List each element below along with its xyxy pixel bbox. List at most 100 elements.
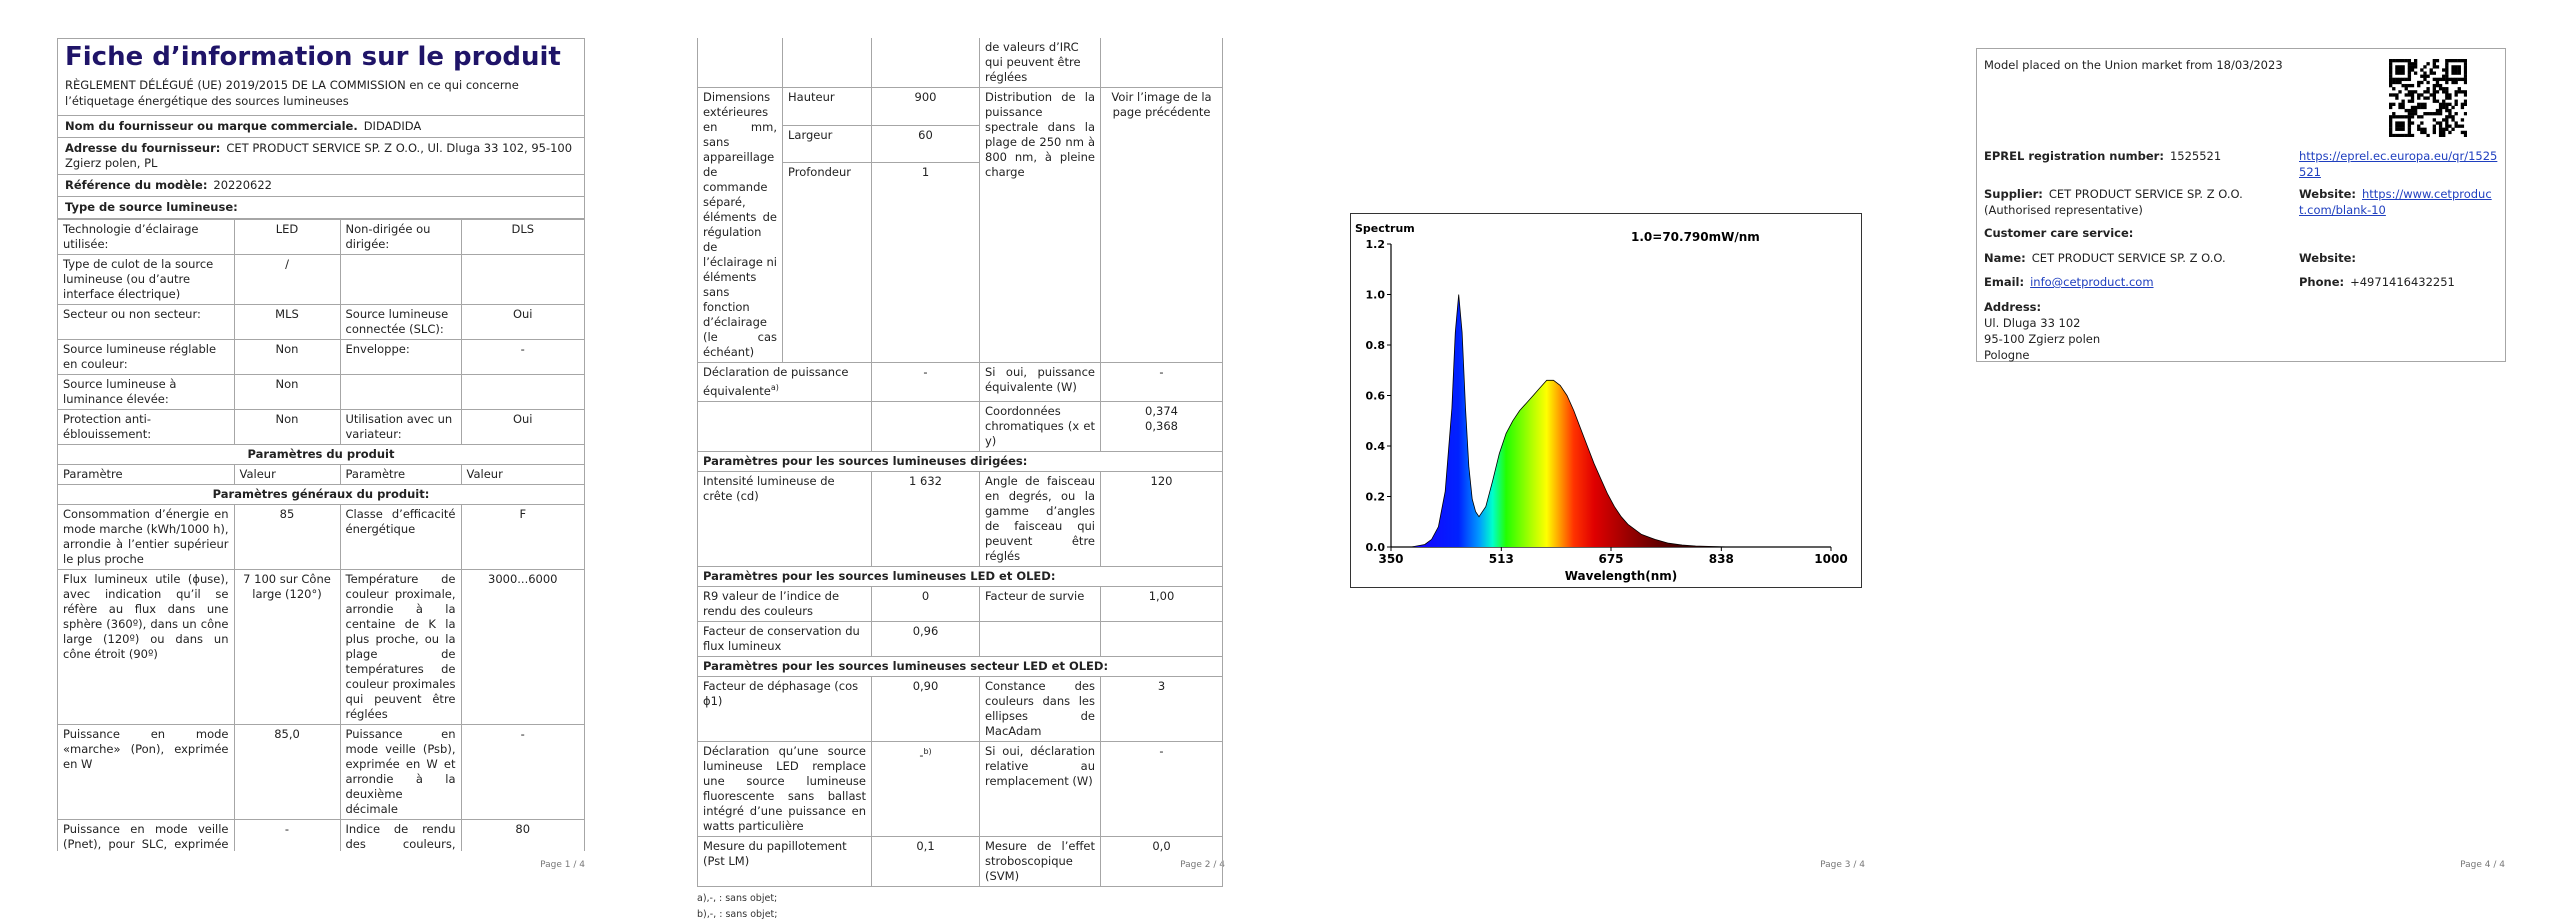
cell-value: Non: [233, 374, 341, 410]
address-value: CET PRODUCT SERVICE SP. Z O.O., Ul. Dlug…: [65, 141, 573, 170]
cell-value: 0,90: [871, 675, 980, 742]
col-header: Valeur: [233, 464, 341, 485]
cell-value: 3: [1100, 675, 1223, 742]
cell-label: Température de couleur proximale, arrond…: [339, 569, 462, 725]
general-title: Paramètres généraux du produit:: [58, 484, 584, 505]
cell-value: Non: [233, 339, 341, 375]
cell-label: Consommation d’énergie en mode marche (k…: [58, 504, 235, 570]
supplier-label: Nom du fournisseur ou marque commerciale…: [65, 119, 358, 133]
table-row: Facteur de conservation du flux lumineux…: [697, 620, 1223, 657]
spd-value: Voir l’image de la page précédente: [1100, 87, 1223, 363]
y-tick-label: 0.0: [1366, 541, 1386, 554]
y-tick-label: 0.8: [1366, 339, 1386, 352]
cell-value: LED: [233, 219, 341, 255]
params-table: de valeurs d’IRC qui peuvent être réglée…: [697, 38, 1223, 887]
section-title: Paramètres pour les sources lumineuses L…: [697, 565, 1223, 587]
address-row: Adresse du fournisseur: CET PRODUCT SERVI…: [58, 138, 584, 175]
cell-label: Constance des couleurs dans les ellipses…: [979, 675, 1101, 742]
supplier-label: Supplier:: [1984, 187, 2043, 201]
model-label: Référence du modèle:: [65, 178, 208, 192]
cell-value: 85: [233, 504, 341, 570]
x-tick-label: 513: [1489, 552, 1514, 566]
section-row: Paramètres pour les sources lumineuses L…: [697, 565, 1223, 587]
table-row: Type de culot de la source lumineuse (ou…: [58, 254, 584, 305]
website-row: Website: https://www.cetproduct.com/blank…: [2299, 186, 2499, 218]
website-link[interactable]: https://www.cetproduct.com/blank-10: [2299, 187, 2492, 217]
cell-label: Protection anti-éblouissement:: [58, 409, 235, 445]
cell-value: 0,1: [871, 835, 980, 887]
cell-value: F: [460, 504, 584, 570]
cell-value: 80: [460, 819, 584, 851]
name-row: Name: CET PRODUCT SERVICE SP. Z O.O.: [1984, 250, 2226, 266]
cell-value: DLS: [460, 219, 584, 255]
cell-value: 120: [1100, 470, 1223, 567]
page-number: Page 3 / 4: [1820, 860, 1865, 870]
cell-label: Puissance en mode veille (Pnet), pour SL…: [58, 819, 235, 851]
table-row: Consommation d’énergie en mode marche (k…: [58, 504, 584, 570]
cell-label: [339, 374, 462, 410]
cell-label: Déclaration de puissance équivalentea): [697, 362, 872, 402]
website-label: Website:: [2299, 187, 2356, 201]
table-row: Protection anti-éblouissement: Non Utilisa…: [58, 409, 584, 445]
name-value: CET PRODUCT SERVICE SP. Z O.O.: [2031, 251, 2226, 265]
y-tick-label: 0.4: [1366, 440, 1386, 453]
section-row: Paramètres pour les sources lumineuses s…: [697, 655, 1223, 677]
dim-name: Largeur: [782, 124, 872, 163]
table-row: Mesure du papillotement (Pst LM) 0,1 Mes…: [697, 835, 1223, 887]
footnotes: a)‚-‚ : sans objet; b)‚-‚ : sans objet;: [697, 891, 1223, 923]
regulation-text: RÈGLEMENT DÉLÉGUÉ (UE) 2019/2015 DE LA C…: [58, 77, 584, 116]
header-row: Paramètre Valeur Paramètre Valeur: [58, 464, 584, 485]
table-row: Déclaration qu’une source lumineuse LED …: [697, 740, 1223, 837]
table-row: Flux lumineux utile (ϕuse), avec indicat…: [58, 569, 584, 725]
dim-name: Profondeur: [782, 162, 872, 363]
table-row: Facteur de déphasage (cos ϕ1) 0,90 Const…: [697, 675, 1223, 742]
footnote-a: a)‚-‚ : sans objet;: [697, 892, 778, 904]
supplier-row: Nom du fournisseur ou marque commerciale…: [58, 116, 584, 138]
eprel-link[interactable]: https://eprel.ec.europa.eu/qr/1525521: [2299, 149, 2498, 179]
cell-value: 0,374 0,368: [1100, 400, 1223, 452]
section-title: Paramètres pour les sources lumineuses d…: [697, 450, 1223, 472]
name-label: Name:: [1984, 251, 2026, 265]
cell-label: Intensité lumineuse de crête (cd): [697, 470, 872, 567]
cell-label: Indice de rendu des couleurs, arrondi à …: [339, 819, 462, 851]
dim-value: 60: [871, 124, 980, 163]
cell-value: -: [233, 819, 341, 851]
chart-title: Spectrum: [1355, 222, 1415, 235]
email-row: Email: info@cetproduct.com: [1984, 274, 2154, 290]
phone-value: +4971416432251: [2350, 275, 2455, 289]
table-row: Intensité lumineuse de crête (cd) 1 632 …: [697, 470, 1223, 567]
x-tick-label: 675: [1598, 552, 1623, 566]
phone-label: Phone:: [2299, 275, 2345, 289]
page-number: Page 1 / 4: [540, 860, 585, 870]
cell-label: Source lumineuse réglable en couleur:: [58, 339, 235, 375]
address-line: Pologne: [1984, 348, 2030, 362]
eprel-info-box: Model placed on the Union market from 18…: [1976, 48, 2506, 362]
cell-label: Non-dirigée ou dirigée:: [339, 219, 462, 255]
dim-value: 1: [871, 162, 980, 363]
address-label: Adresse du fournisseur:: [65, 141, 221, 155]
cell-label: Déclaration qu’une source lumineuse LED …: [697, 740, 872, 837]
source-type-heading: Type de source lumineuse:: [58, 197, 584, 219]
chart-annotation: 1.0=70.790mW/nm: [1631, 230, 1760, 244]
supplier-row: Supplier: CET PRODUCT SERVICE SP. Z O.O. …: [1984, 186, 2284, 218]
table-row: Coordonnées chromatiques (x et y) 0,374 0…: [697, 400, 1223, 452]
col-header: Paramètre: [339, 464, 462, 485]
cell-label: Facteur de survie: [979, 585, 1101, 622]
model-value: 20220622: [213, 178, 272, 192]
cell-label: [339, 254, 462, 305]
table-row: Puissance en mode veille (Pnet), pour SL…: [58, 819, 584, 851]
cell-value: 3000...6000: [460, 569, 584, 725]
footnote-b: b)‚-‚ : sans objet;: [697, 908, 778, 920]
address-line: Ul. Dluga 33 102: [1984, 316, 2081, 330]
cell-value: -: [460, 724, 584, 820]
email-label: Email:: [1984, 275, 2025, 289]
cell-label: Si oui, puissance équivalente (W): [979, 362, 1101, 402]
cell-value: Non: [233, 409, 341, 445]
x-tick-label: 350: [1378, 552, 1403, 566]
cell-value: [460, 254, 584, 305]
cell-value: -: [871, 362, 980, 402]
cell-label: R9 valeur de l’indice de rendu des coule…: [697, 585, 872, 622]
table-row: Source lumineuse à luminance élevée: Non: [58, 374, 584, 410]
page-title: Fiche d’information sur le produit: [65, 42, 561, 72]
email-link[interactable]: info@cetproduct.com: [2030, 275, 2154, 289]
